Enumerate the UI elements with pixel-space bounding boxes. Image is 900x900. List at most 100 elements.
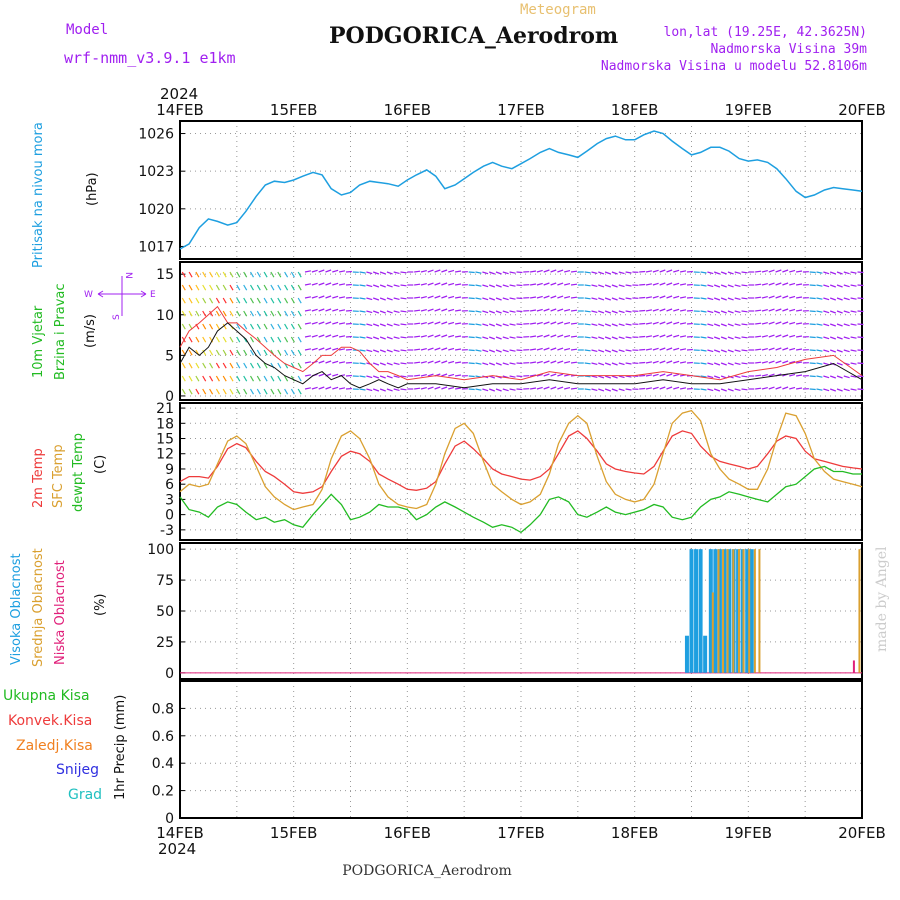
wind-arrow <box>550 373 557 377</box>
wind-arrow <box>795 361 803 364</box>
wind-arrow <box>393 323 400 326</box>
mid-cloud-bar <box>858 549 861 673</box>
wind-arrow <box>836 271 843 275</box>
wind-arrow <box>679 309 687 312</box>
precip-grid <box>179 681 863 819</box>
wind-arrow <box>570 283 578 286</box>
wind-arrow <box>386 362 393 366</box>
wind-arrow <box>536 347 543 351</box>
wind-arrow <box>700 271 707 274</box>
wind-arrow <box>263 388 268 395</box>
wind-arrow <box>529 270 537 273</box>
wind-arrow <box>379 271 386 275</box>
wind-arrow <box>741 284 748 287</box>
wind-arrow <box>297 388 302 395</box>
wind-arrow <box>673 360 680 364</box>
wind-arrow <box>188 336 193 343</box>
wind-arrow <box>277 310 282 317</box>
temperature-ytick-label: 0 <box>165 508 174 524</box>
wind-arrow <box>850 323 857 326</box>
wind-arrow <box>836 349 843 353</box>
wind-arrow <box>707 271 714 275</box>
wind-arrow <box>700 388 707 391</box>
wind-arrow <box>557 269 564 273</box>
bottom-date-label: 14FEB <box>156 824 203 842</box>
bottom-date-label: 16FEB <box>384 824 431 842</box>
wind-arrow <box>202 336 207 343</box>
high-cloud-bar <box>703 635 708 673</box>
wind-arrow <box>427 360 434 364</box>
wind-arrow <box>564 335 571 338</box>
wind-arrow <box>679 361 687 364</box>
wind-arrow <box>604 310 611 314</box>
wind-arrow <box>209 323 214 330</box>
wind-arrow <box>181 271 186 278</box>
wind-arrow <box>570 387 578 390</box>
wind-arrow <box>488 388 496 392</box>
wind-arrow <box>325 334 332 338</box>
wind-arrow <box>584 271 591 274</box>
wind-arrow <box>345 309 352 312</box>
wind-arrow <box>516 310 523 313</box>
wind-arrow <box>448 295 455 299</box>
wind-arrow <box>277 297 282 304</box>
wind-arrow <box>625 362 632 365</box>
wind-arrow <box>570 309 578 312</box>
wind-arrow <box>222 284 227 291</box>
wind-arrow <box>836 297 843 301</box>
wind-arrow <box>332 308 339 312</box>
wind-arrow <box>379 310 386 314</box>
wind-arrow <box>475 349 482 352</box>
wind-arrow <box>625 297 632 300</box>
wind-arrow <box>318 282 325 286</box>
temp-series-dew <box>179 465 862 534</box>
wind-arrow <box>202 297 207 304</box>
wind-arrow <box>427 321 434 325</box>
wind-label-2: Brzina i Pravac <box>53 283 68 380</box>
wind-arrow <box>741 375 748 378</box>
wind-arrow <box>836 323 843 327</box>
wind-arrow <box>611 349 618 353</box>
wind-arrow <box>652 334 659 338</box>
wind-arrow <box>755 309 762 312</box>
wind-arrow <box>809 297 816 300</box>
wind-arrow <box>645 296 653 299</box>
wind-arrow <box>393 375 400 378</box>
wind-arrow <box>256 297 261 304</box>
wind-arrow <box>529 309 537 312</box>
wind-arrow <box>366 271 373 275</box>
mid-cloud-bar <box>732 549 735 673</box>
wind-arrow <box>373 336 380 340</box>
wind-arrow <box>686 296 693 299</box>
wind-arrow <box>645 309 653 312</box>
bottom-date-label: 17FEB <box>497 824 544 842</box>
wind-arrow <box>843 310 850 314</box>
temperature-ytick-label: -3 <box>160 523 174 539</box>
wind-arrow <box>734 310 741 313</box>
wind-speed-series <box>179 322 863 389</box>
temperature-ytick-label: 18 <box>156 416 174 432</box>
wind-arrow <box>570 348 578 351</box>
wind-arrow <box>782 308 789 312</box>
wind-arrow <box>700 349 707 352</box>
wind-arrow <box>434 321 441 325</box>
wind-arrow <box>502 362 509 366</box>
wind-arrow <box>598 310 605 314</box>
wind-arrow <box>557 373 564 377</box>
wind-arrow <box>379 375 386 379</box>
wind-arrow <box>332 282 339 286</box>
wind-arrow <box>529 387 537 390</box>
wind-arrow <box>584 375 591 378</box>
wind-arrow <box>843 336 850 340</box>
legend-hail: Grad <box>68 787 102 803</box>
wind-arrow <box>536 308 543 312</box>
wind-arrow <box>659 386 666 390</box>
wind-arrow <box>836 336 843 340</box>
wind-arrow <box>734 284 741 287</box>
wind-arrow <box>707 284 714 288</box>
wind-arrow <box>209 284 214 291</box>
wind-arrow <box>611 284 618 288</box>
wind-arrow <box>570 361 578 364</box>
wind-arrow <box>645 374 653 377</box>
wind-arrow <box>686 361 693 364</box>
